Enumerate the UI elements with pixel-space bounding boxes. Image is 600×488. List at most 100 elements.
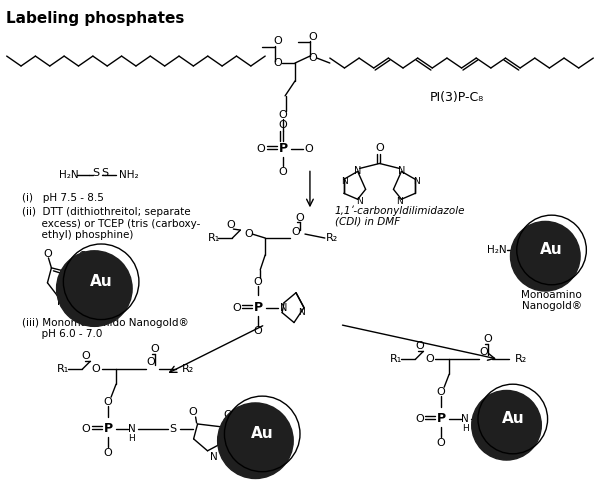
Circle shape [258, 431, 265, 438]
Circle shape [526, 232, 569, 276]
Circle shape [547, 247, 554, 254]
Text: (CDI) in DMF: (CDI) in DMF [335, 216, 400, 226]
Text: O: O [479, 347, 488, 357]
Circle shape [530, 235, 567, 272]
Circle shape [232, 413, 283, 464]
Circle shape [228, 410, 286, 468]
Text: H₂N: H₂N [487, 245, 506, 255]
Circle shape [246, 423, 274, 450]
Circle shape [244, 422, 275, 452]
Text: O: O [425, 354, 434, 365]
Circle shape [249, 425, 272, 447]
Circle shape [100, 281, 102, 283]
Circle shape [492, 405, 527, 440]
Circle shape [520, 228, 574, 282]
Circle shape [517, 226, 575, 284]
Circle shape [519, 227, 574, 283]
Circle shape [511, 222, 580, 291]
Circle shape [86, 271, 112, 297]
Circle shape [521, 229, 572, 280]
Text: N: N [398, 166, 405, 177]
Text: Au: Au [90, 274, 112, 289]
Text: N: N [461, 414, 469, 424]
Circle shape [95, 278, 105, 288]
Text: O: O [296, 213, 304, 223]
Circle shape [238, 417, 279, 458]
Text: O: O [415, 342, 424, 351]
Circle shape [253, 427, 268, 443]
Circle shape [234, 414, 282, 462]
Circle shape [545, 245, 556, 257]
Circle shape [538, 241, 561, 264]
Circle shape [259, 432, 264, 437]
Circle shape [58, 252, 131, 325]
Text: O: O [82, 351, 91, 361]
Circle shape [503, 412, 520, 428]
Circle shape [261, 433, 263, 435]
Text: O: O [244, 229, 253, 239]
Text: S: S [101, 168, 108, 179]
Text: NH₂: NH₂ [119, 170, 139, 181]
Circle shape [550, 249, 553, 251]
Circle shape [515, 224, 577, 287]
Text: O: O [437, 387, 446, 397]
Text: S: S [92, 168, 100, 179]
Text: Labeling phosphates: Labeling phosphates [5, 11, 184, 26]
Circle shape [77, 265, 118, 305]
Circle shape [498, 408, 523, 434]
Text: (iii) Monomaleimido Nanogold®
      pH 6.0 - 7.0: (iii) Monomaleimido Nanogold® pH 6.0 - 7… [22, 318, 188, 339]
Circle shape [502, 411, 520, 430]
Text: O: O [375, 142, 384, 153]
Circle shape [477, 394, 538, 455]
Circle shape [71, 261, 122, 311]
Circle shape [56, 251, 132, 326]
Text: O: O [274, 36, 283, 46]
Text: O: O [146, 357, 155, 367]
Text: O: O [254, 277, 263, 287]
Circle shape [488, 402, 530, 444]
Circle shape [70, 260, 123, 313]
Text: O: O [279, 110, 287, 120]
Text: PI(3)P-C₈: PI(3)P-C₈ [429, 91, 484, 104]
Circle shape [83, 269, 113, 300]
Circle shape [549, 248, 553, 253]
Text: (ii)  DTT (dithiothreitol; separate
      excess) or TCEP (tris (carboxy-
      : (ii) DTT (dithiothreitol; separate exces… [22, 207, 200, 241]
Circle shape [542, 244, 558, 260]
Circle shape [235, 415, 281, 461]
Circle shape [472, 390, 541, 460]
Circle shape [76, 264, 119, 307]
Text: O: O [305, 143, 313, 154]
Text: R₂: R₂ [182, 364, 194, 374]
Circle shape [79, 266, 116, 304]
Circle shape [250, 426, 271, 446]
Circle shape [512, 223, 579, 290]
Circle shape [80, 267, 116, 303]
Circle shape [487, 401, 531, 445]
Circle shape [240, 418, 278, 456]
Circle shape [476, 393, 538, 456]
Circle shape [535, 239, 563, 266]
Circle shape [225, 408, 288, 471]
Circle shape [219, 404, 292, 477]
Circle shape [82, 268, 115, 301]
Text: Monoamino
Nanogold®: Monoamino Nanogold® [521, 290, 582, 311]
Circle shape [237, 416, 280, 459]
Circle shape [490, 403, 529, 442]
Circle shape [505, 413, 518, 427]
Circle shape [241, 420, 277, 455]
Text: O: O [308, 32, 317, 42]
Text: N: N [299, 308, 305, 317]
Text: O: O [437, 438, 446, 448]
Text: O: O [232, 303, 241, 313]
Circle shape [61, 254, 129, 322]
Circle shape [85, 270, 112, 298]
Text: P: P [278, 142, 287, 155]
Text: R₁: R₁ [208, 233, 220, 243]
Circle shape [524, 231, 571, 277]
Circle shape [218, 403, 293, 479]
Circle shape [98, 280, 103, 285]
Circle shape [495, 407, 525, 437]
Circle shape [252, 427, 269, 444]
Text: O: O [92, 364, 101, 374]
Text: O: O [82, 424, 91, 434]
